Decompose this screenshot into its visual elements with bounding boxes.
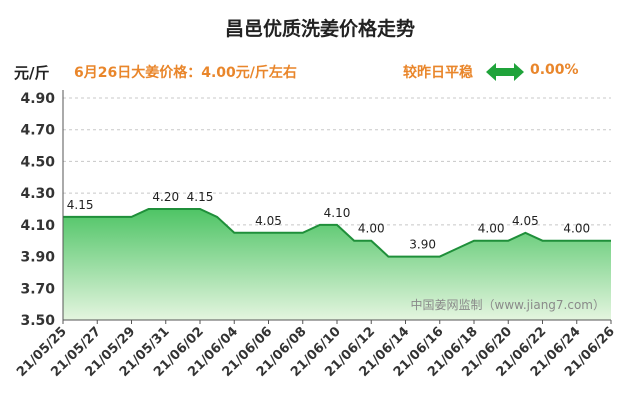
y-tick-label: 4.50	[20, 154, 55, 170]
data-label: 4.00	[563, 222, 590, 236]
price-note: 6月26日大姜价格：4.00元/斤左右	[74, 65, 297, 81]
y-tick-label: 3.50	[20, 313, 55, 329]
price-area	[63, 209, 611, 320]
y-tick-label: 4.30	[20, 186, 55, 202]
price-line	[63, 208, 611, 258]
data-label: 3.90	[409, 238, 436, 252]
data-label: 4.05	[512, 214, 539, 228]
unit-label: 元/斤	[14, 64, 50, 82]
y-tick-label: 4.10	[20, 218, 55, 234]
data-label: 4.00	[358, 222, 385, 236]
y-tick-label: 3.70	[20, 281, 55, 297]
left-right-arrow-icon	[486, 63, 524, 81]
chart-title: 昌邑优质洗姜价格走势	[224, 18, 415, 40]
y-tick-label: 4.90	[20, 91, 55, 107]
data-label: 4.10	[324, 206, 351, 220]
compare-label: 较昨日平稳	[403, 65, 473, 81]
change-value: 0.00%	[530, 62, 579, 78]
data-label: 4.05	[255, 214, 282, 228]
y-tick-label: 4.70	[20, 123, 55, 139]
data-label: 4.15	[187, 190, 214, 204]
data-label: 4.00	[478, 222, 505, 236]
data-label: 4.20	[152, 190, 179, 204]
watermark: 中国姜网监制（www.jiang7.com）	[411, 297, 605, 312]
data-label: 4.15	[67, 198, 94, 212]
y-tick-label: 3.90	[20, 250, 55, 266]
